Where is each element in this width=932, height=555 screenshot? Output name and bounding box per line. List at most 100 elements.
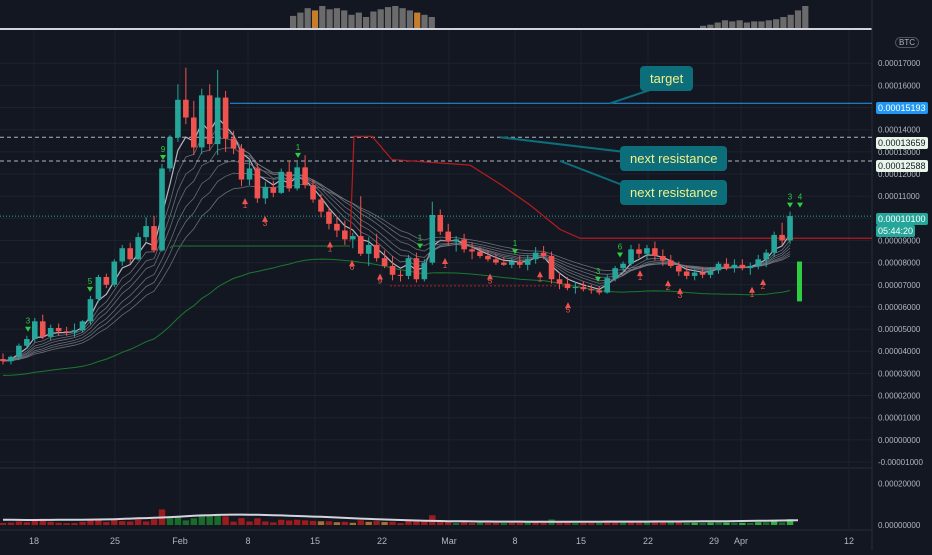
- sequential-count: 5: [488, 277, 493, 286]
- x-tick-label: Feb: [172, 536, 188, 546]
- candle-body: [397, 274, 404, 276]
- candle-body: [461, 239, 467, 250]
- annotation-next-resistance-2[interactable]: next resistance: [620, 180, 728, 205]
- candle-body: [437, 214, 444, 232]
- top-volume-bar: [304, 8, 311, 28]
- oscillator-bar: [222, 516, 229, 525]
- candle-body: [389, 265, 396, 275]
- oscillator-bar: [278, 519, 285, 525]
- oscillator-bar: [95, 519, 102, 525]
- oscillator-bar: [627, 520, 635, 525]
- y-tick-label: 0.00007000: [878, 281, 921, 290]
- oscillator-bar: [476, 522, 484, 525]
- price-label-resistance-2: 0.00012588: [876, 160, 928, 172]
- sequential-count: 5: [566, 305, 571, 314]
- sequential-count: 3: [596, 267, 601, 276]
- top-volume-bar: [333, 8, 340, 28]
- sequential-count: 1: [513, 239, 518, 248]
- candle-body: [119, 248, 126, 262]
- quote-currency-badge[interactable]: BTC: [895, 37, 919, 48]
- candle-body: [222, 97, 229, 139]
- x-tick-label: 12: [844, 536, 854, 546]
- top-volume-bar: [326, 9, 333, 29]
- y-tick-label: 0.00006000: [878, 303, 921, 312]
- candle-body: [628, 249, 634, 264]
- top-volume-bar: [700, 25, 707, 28]
- candle-body: [548, 255, 555, 280]
- annotation-target[interactable]: target: [640, 66, 694, 91]
- top-volume-bar: [773, 19, 780, 28]
- sequential-count: 1: [418, 234, 423, 243]
- candle-body: [0, 358, 6, 362]
- top-volume-bar: [787, 14, 794, 28]
- candle-body: [294, 167, 300, 189]
- sequential-count: 1: [443, 261, 448, 270]
- buy-setup-triangle: [760, 279, 766, 286]
- x-tick-label: Apr: [734, 536, 748, 546]
- candle-body: [143, 226, 149, 238]
- oscillator-bar: [524, 522, 531, 525]
- oscillator-bar: [0, 522, 7, 525]
- sequential-count: 3: [263, 219, 268, 228]
- candle-body: [381, 258, 388, 266]
- oscillator-bar: [739, 522, 746, 525]
- oscillator-bar: [675, 522, 682, 525]
- candle-body: [151, 226, 157, 251]
- oscillator-bar: [492, 522, 500, 525]
- oscillator-bar: [127, 521, 134, 525]
- x-tick-label: 18: [29, 536, 39, 546]
- sequential-count: 9: [161, 145, 166, 154]
- oscillator-bar: [516, 522, 523, 525]
- y-tick-label: -0.00001000: [878, 458, 923, 467]
- candle-body: [405, 258, 412, 276]
- candle-body: [8, 356, 14, 362]
- candle-body: [493, 259, 499, 263]
- x-tick-label: 25: [110, 536, 120, 546]
- oscillator-bar: [55, 522, 62, 525]
- candle-body: [596, 290, 603, 293]
- sell-setup-triangle: [160, 155, 166, 161]
- ema-line: [2, 184, 791, 362]
- oscillator-bar: [238, 518, 245, 525]
- oscillator-bar: [421, 520, 428, 525]
- oscillator-bar: [365, 521, 372, 525]
- top-volume-bar: [758, 21, 765, 28]
- candle-body: [683, 271, 690, 276]
- y-tick-label: 0.00009000: [878, 236, 921, 245]
- oscillator-bar: [309, 520, 317, 525]
- x-tick-label: 15: [310, 536, 320, 546]
- oscillator-bar: [286, 520, 293, 525]
- oscillator-bar: [325, 521, 333, 525]
- sell-setup-triangle: [595, 276, 601, 282]
- candle-body: [87, 299, 94, 322]
- sell-setup-triangle: [797, 202, 803, 208]
- y-tick-label: 0.00011000: [878, 192, 920, 201]
- candle-body: [326, 211, 332, 224]
- buy-setup-triangle: [565, 302, 571, 309]
- oscillator-bar: [301, 520, 309, 525]
- candle-body: [787, 216, 793, 241]
- candle-body: [660, 255, 666, 261]
- buy-setup-triangle: [749, 286, 755, 293]
- oscillator-bar: [596, 522, 603, 525]
- buy-setup-triangle: [349, 260, 355, 267]
- candle-body: [540, 252, 547, 256]
- y-tick-label: 0.00000000: [878, 436, 921, 445]
- oscillator-bar: [683, 522, 690, 525]
- candle-body: [668, 260, 674, 266]
- candle-body: [501, 262, 507, 265]
- sequential-count: 1: [296, 143, 301, 152]
- resistance-pointer-1: [499, 136, 626, 153]
- top-volume-bar: [370, 11, 377, 28]
- oscillator-bar: [468, 522, 476, 525]
- candle-body: [159, 168, 165, 251]
- annotation-next-resistance-1[interactable]: next resistance: [620, 146, 728, 171]
- trailing-stop-line: [349, 135, 872, 242]
- top-volume-bar: [348, 14, 355, 28]
- top-volume-bar: [794, 10, 802, 28]
- oscillator-bar: [373, 521, 380, 525]
- oscillator-bar: [413, 519, 420, 525]
- candle-body: [103, 277, 110, 285]
- candle-body: [286, 171, 292, 189]
